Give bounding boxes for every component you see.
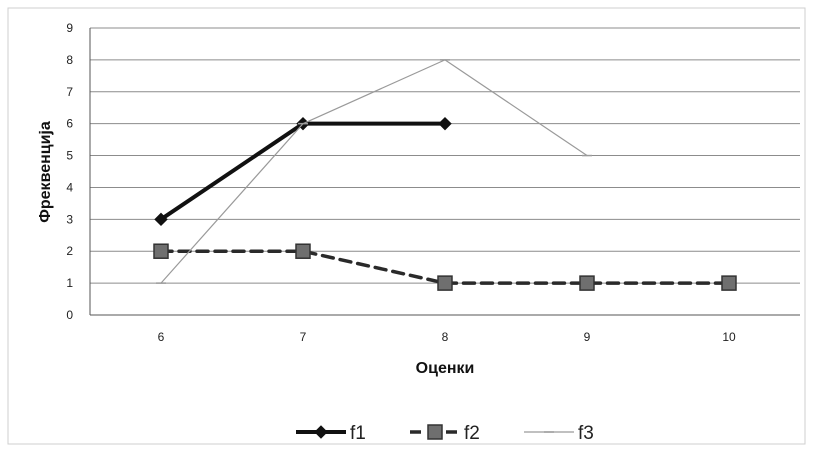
legend-item-f3: f3: [524, 423, 594, 444]
data-point-f2: [295, 243, 311, 259]
series-line-f1: [159, 121, 447, 222]
x-tick-label: 9: [584, 330, 591, 344]
gridlines: [90, 27, 800, 284]
legend: f1 f2 f3: [296, 423, 594, 444]
x-tick-label: 8: [442, 330, 449, 344]
x-axis-title: Оценки: [416, 360, 475, 377]
legend-item-f1: f1: [296, 423, 366, 444]
x-tick-label: 10: [722, 330, 736, 344]
legend-label: f2: [464, 423, 480, 444]
legend-label: f3: [578, 423, 594, 444]
series-line-f3: [160, 59, 588, 284]
data-point-f2: [153, 243, 169, 259]
y-tick-label: 6: [66, 117, 73, 131]
x-tick-label: 6: [158, 330, 165, 344]
y-axis-title: Фреквенција: [37, 121, 54, 223]
series-f2: [153, 243, 737, 291]
y-tick-label: 9: [66, 21, 73, 35]
y-tick-label: 2: [66, 244, 73, 258]
series-lines: [153, 59, 737, 291]
data-point-f2: [579, 275, 595, 291]
y-tick-label: 5: [66, 149, 73, 163]
series-f3: [156, 59, 592, 284]
y-tick-label: 3: [66, 212, 73, 226]
y-tick-label: 0: [66, 308, 73, 322]
legend-item-f2: f2: [410, 423, 480, 444]
data-point-f1: [438, 116, 452, 131]
y-tick-label: 4: [66, 180, 73, 194]
y-tick-label: 7: [66, 85, 73, 99]
legend-label: f1: [350, 423, 366, 444]
y-tick-label: 8: [66, 53, 73, 67]
data-point-f1: [154, 212, 168, 227]
legend-swatch-marker: [314, 425, 328, 439]
axes: 0 1 2 3 4 5 6 7 8 9 6 7 8 9 10: [66, 21, 800, 344]
y-tick-label: 1: [66, 276, 73, 290]
data-point-f2: [721, 275, 737, 291]
x-tick-label: 7: [300, 330, 307, 344]
series-f1: [154, 116, 452, 227]
data-point-f2: [437, 275, 453, 291]
legend-swatch-marker: [427, 424, 443, 440]
